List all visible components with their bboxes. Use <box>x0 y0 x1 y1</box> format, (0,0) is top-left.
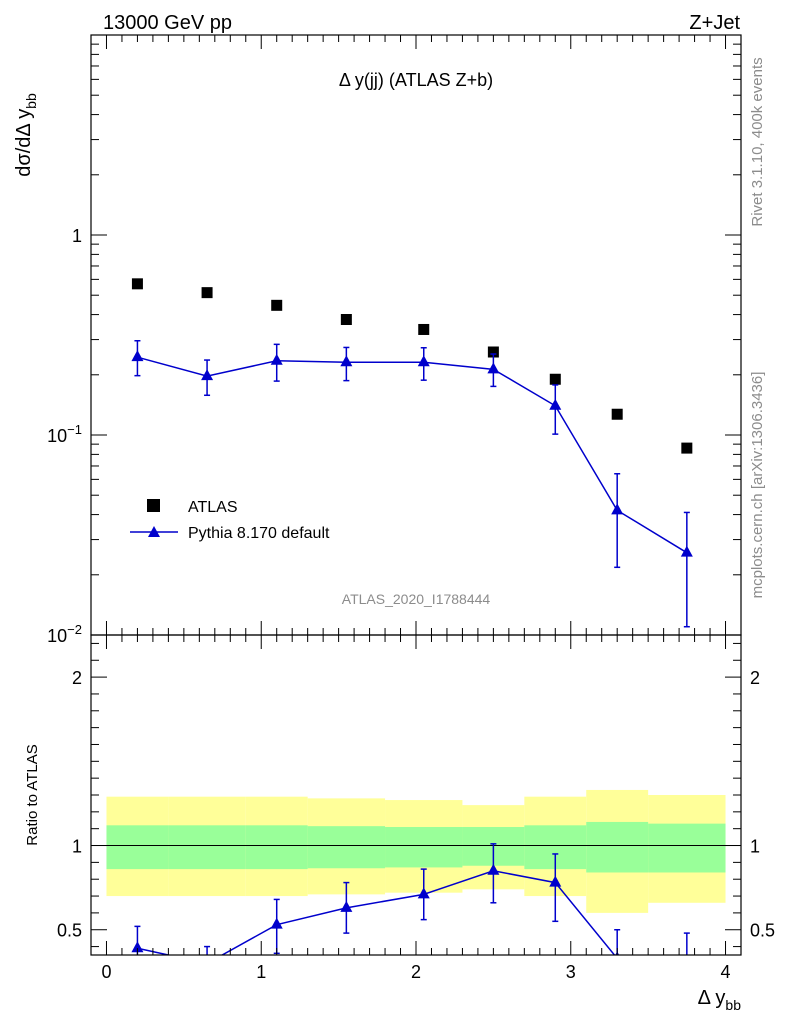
ratio-point <box>270 917 283 929</box>
ratio-ytick-label-right: 1 <box>750 837 760 857</box>
pythia-point <box>270 353 283 365</box>
ratio-bands <box>106 789 726 913</box>
band-inner <box>168 825 246 870</box>
ratio-ticks <box>91 635 741 955</box>
ratio-tick-labels: 0.5 0.5 1 1 2 2 0 1 2 3 4 <box>57 668 775 982</box>
ratio-point <box>417 887 430 899</box>
pythia-point <box>549 398 562 410</box>
atlas-point <box>611 408 623 420</box>
ratio-xtick-label: 1 <box>256 962 266 982</box>
legend-atlas-marker <box>147 499 160 512</box>
mcplots-label: mcplots.cern.ch [arXiv:1306.3436] <box>749 372 766 599</box>
atlas-point <box>340 314 352 326</box>
pythia-point <box>611 503 624 515</box>
main-ytick-exp: −1 <box>67 422 82 437</box>
atlas-point <box>201 287 213 299</box>
ratio-xtick-label: 0 <box>101 962 111 982</box>
ratio-ylabel: Ratio to ATLAS <box>24 744 41 845</box>
ratio-xlabel: Δ ybb <box>698 987 742 1013</box>
legend-atlas-label: ATLAS <box>188 499 238 516</box>
pythia-point <box>417 355 430 367</box>
main-frame <box>90 34 742 636</box>
band-inner <box>586 821 649 873</box>
energy-label: 13000 GeV pp <box>103 12 232 34</box>
ratio-data <box>131 843 693 967</box>
chart-title: Δ y(jj) (ATLAS Z+b) <box>339 70 493 90</box>
legend-pythia-label: Pythia 8.170 default <box>188 525 330 542</box>
main-ylabel-sub: bb <box>23 93 39 109</box>
main-ytick-label: 1 <box>72 226 82 246</box>
atlas-point <box>271 299 283 311</box>
main-ytick-base: 10 <box>47 626 67 646</box>
main-ytick-labels: 10−210−11 <box>47 226 82 646</box>
main-ticks <box>91 35 741 636</box>
ratio-point <box>487 863 500 875</box>
atlas-point <box>418 323 430 335</box>
watermark: ATLAS_2020_I1788444 <box>342 591 491 607</box>
ratio-point <box>340 900 353 912</box>
band-inner <box>245 825 308 870</box>
atlas-point <box>131 278 143 290</box>
ratio-point <box>681 956 693 967</box>
ratio-ytick-label-right: 2 <box>750 668 760 688</box>
atlas-point <box>487 346 499 358</box>
pythia-point <box>201 369 214 381</box>
atlas-point <box>549 373 561 385</box>
ratio-xtick-label: 2 <box>411 962 421 982</box>
ratio-ytick-label-left: 2 <box>72 668 82 688</box>
legend: ATLAS Pythia 8.170 default <box>130 499 330 542</box>
ratio-point <box>131 941 144 953</box>
ratio-xtick-label: 4 <box>721 962 731 982</box>
pythia-point <box>131 350 144 362</box>
pythia-point <box>487 362 500 374</box>
ratio-xlabel-sub: bb <box>725 997 741 1013</box>
main-ytick-exp: −2 <box>67 622 82 637</box>
ratio-frame <box>90 634 742 956</box>
main-ytick-base: 10 <box>47 426 67 446</box>
svg-text:dσ/dΔ ybb: dσ/dΔ ybb <box>13 93 39 177</box>
ratio-xlabel-text: Δ y <box>698 987 726 1009</box>
band-inner <box>648 823 726 873</box>
main-ylabel-text: dσ/dΔ y <box>13 109 35 177</box>
ratio-ytick-label-right: 0.5 <box>750 921 775 941</box>
main-ytick-label: 10−2 <box>47 622 82 646</box>
pythia-point <box>340 355 353 367</box>
legend-pythia-marker <box>148 526 160 537</box>
ratio-ytick-label-left: 1 <box>72 837 82 857</box>
process-label: Z+Jet <box>689 12 740 34</box>
atlas-point <box>681 442 693 454</box>
ratio-panel: 0.5 0.5 1 1 2 2 0 1 2 3 4 Ratio to ATLAS Δ ybb <box>24 634 775 1013</box>
main-ytick-label: 10−1 <box>47 422 82 446</box>
main-panel: 10−210−11 Δ y(jj) (ATLAS Z+b) ATLAS_2020… <box>13 34 742 646</box>
pythia-point <box>680 545 693 557</box>
main-data <box>131 278 693 628</box>
band-inner <box>307 826 386 869</box>
main-ylabel: dσ/dΔ ybb <box>13 93 39 177</box>
ratio-point <box>549 875 562 887</box>
rivet-label: Rivet 3.1.10, 400k events <box>749 57 766 226</box>
main-ytick-base: 1 <box>72 226 82 246</box>
ratio-ytick-label-left: 0.5 <box>57 921 82 941</box>
band-inner <box>385 827 463 868</box>
band-inner <box>106 825 169 870</box>
ratio-point <box>201 956 213 967</box>
ratio-xtick-label: 3 <box>566 962 576 982</box>
pythia-line <box>137 356 688 554</box>
